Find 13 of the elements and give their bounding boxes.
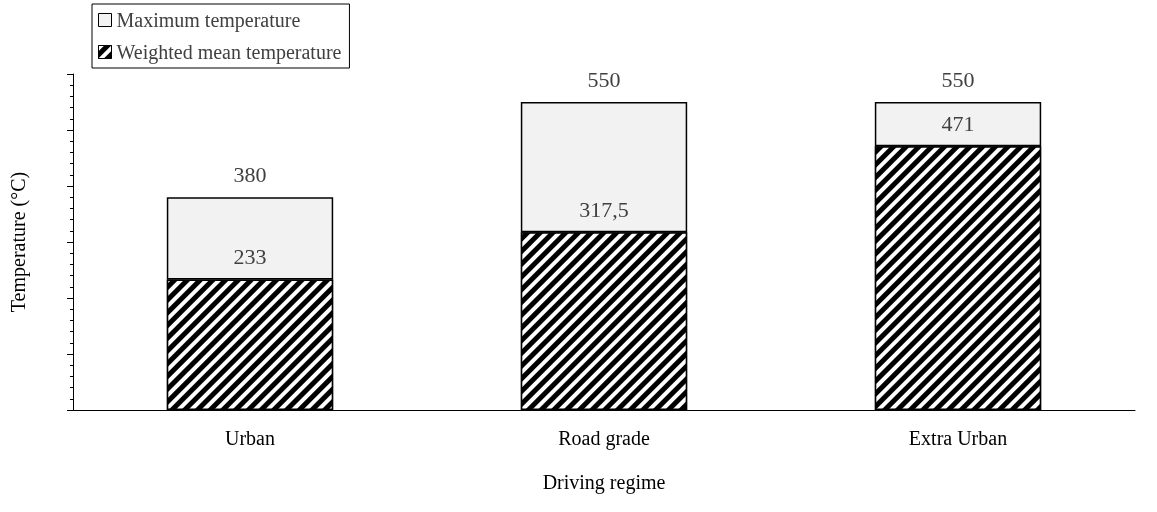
x-tick-label: Road grade — [558, 427, 650, 450]
x-tick-label: Extra Urban — [908, 427, 1008, 449]
x-axis-title: Driving regime — [542, 471, 666, 494]
data-label: 317,5 — [579, 196, 629, 222]
y-axis-title: Temperature (°C) — [7, 171, 30, 313]
legend-label: Weighted mean temperature — [116, 41, 342, 64]
legend-label: Maximum temperature — [116, 9, 301, 32]
data-label: 471 — [941, 110, 975, 136]
total-label: 550 — [941, 66, 975, 92]
x-tick-label: Urban — [225, 427, 275, 449]
data-label: 233 — [233, 244, 267, 270]
total-label: 550 — [587, 66, 621, 92]
total-label: 380 — [233, 161, 267, 187]
